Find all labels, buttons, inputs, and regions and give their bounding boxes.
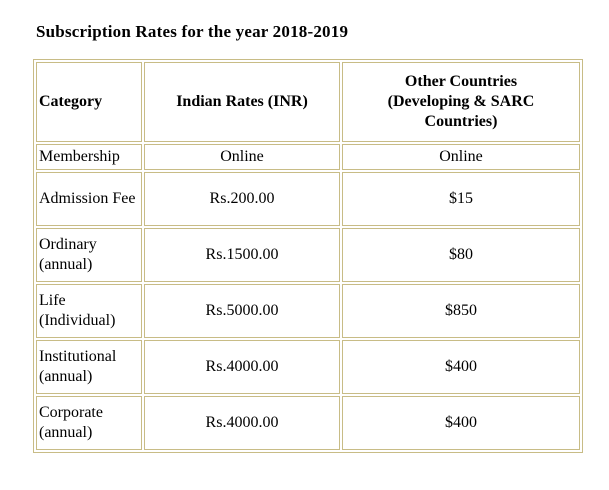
page-title: Subscription Rates for the year 2018-201… — [36, 22, 349, 41]
category-cell: Institutional (annual) — [36, 340, 142, 394]
inr-rate-cell: Rs.5000.00 — [144, 284, 340, 338]
category-cell: Ordinary (annual) — [36, 228, 142, 282]
other-countries-rate-cell: $80 — [342, 228, 580, 282]
inr-rate-cell: Rs.1500.00 — [144, 228, 340, 282]
column-header-indian-rates: Indian Rates (INR) — [144, 62, 340, 142]
subscription-rates-table: Category Indian Rates (INR) Other Countr… — [33, 59, 583, 453]
table-row: Membership Online Online — [36, 144, 580, 170]
other-countries-rate-cell: $400 — [342, 396, 580, 450]
inr-rate-cell: Rs.200.00 — [144, 172, 340, 226]
other-countries-rate-cell: Online — [342, 144, 580, 170]
table-row: Institutional (annual) Rs.4000.00 $400 — [36, 340, 580, 394]
other-countries-rate-cell: $15 — [342, 172, 580, 226]
column-header-category: Category — [36, 62, 142, 142]
category-cell: Life (Individual) — [36, 284, 142, 338]
category-cell: Corporate (annual) — [36, 396, 142, 450]
category-cell: Membership — [36, 144, 142, 170]
table-header-row: Category Indian Rates (INR) Other Countr… — [36, 62, 580, 142]
inr-rate-cell: Rs.4000.00 — [144, 396, 340, 450]
column-header-other-countries: Other Countries (Developing & SARC Count… — [342, 62, 580, 142]
table-row: Corporate (annual) Rs.4000.00 $400 — [36, 396, 580, 450]
other-countries-rate-cell: $400 — [342, 340, 580, 394]
table-row: Life (Individual) Rs.5000.00 $850 — [36, 284, 580, 338]
inr-rate-cell: Online — [144, 144, 340, 170]
inr-rate-cell: Rs.4000.00 — [144, 340, 340, 394]
table-row: Admission Fee Rs.200.00 $15 — [36, 172, 580, 226]
other-countries-rate-cell: $850 — [342, 284, 580, 338]
category-cell: Admission Fee — [36, 172, 142, 226]
table-row: Ordinary (annual) Rs.1500.00 $80 — [36, 228, 580, 282]
